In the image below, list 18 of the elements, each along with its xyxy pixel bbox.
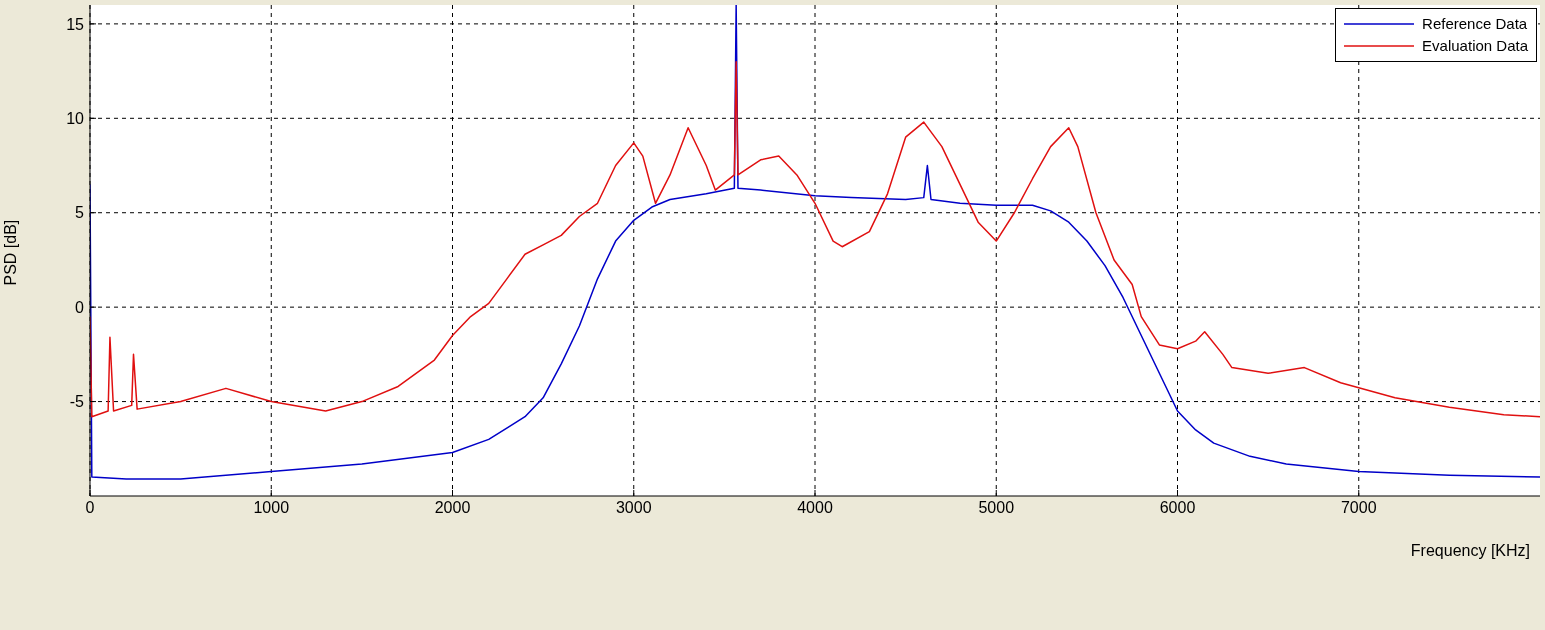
x-tick-label: 7000 — [1340, 499, 1377, 517]
y-tick-label: 5 — [75, 204, 85, 222]
y-axis-title: PSD [dB] — [1, 219, 19, 286]
x-tick-label: 5000 — [978, 499, 1015, 517]
y-tick-label: 15 — [66, 15, 85, 33]
x-tick-label: 2000 — [434, 499, 471, 517]
x-tick-label: 3000 — [615, 499, 652, 517]
y-tick-label: 0 — [75, 298, 85, 316]
line-series — [90, 60, 1540, 418]
line-series — [90, 5, 1540, 480]
x-tick-label: 4000 — [797, 499, 833, 517]
x-tick-label: 6000 — [1159, 499, 1196, 517]
legend-label: Reference Data — [1422, 14, 1528, 34]
legend-label: Evaluation Data — [1422, 36, 1528, 56]
y-tick-label: 10 — [66, 109, 85, 127]
x-axis-title: Frequency [KHz] — [1410, 542, 1530, 559]
y-tick-label: -5 — [69, 393, 85, 411]
x-tick-label: 1000 — [253, 499, 290, 517]
